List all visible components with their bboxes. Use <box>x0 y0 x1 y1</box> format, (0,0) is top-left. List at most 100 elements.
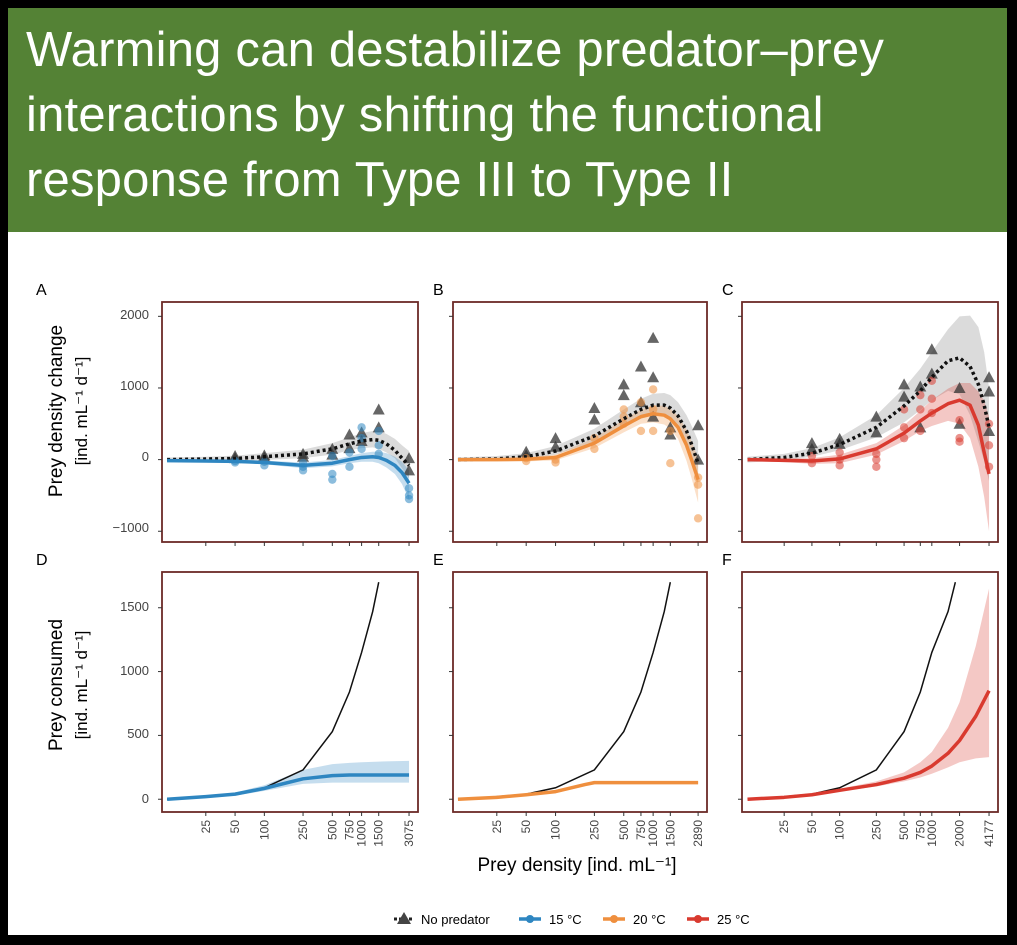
panel-c-series-point <box>872 462 881 471</box>
panel-d-xtick-label: 3075 <box>402 820 416 847</box>
panel-b-no-predator-point <box>588 413 601 425</box>
panel-f-xtick-label: 1000 <box>925 820 939 847</box>
panel-b-series-point <box>666 458 675 468</box>
panel-d-xtick-label: 50 <box>228 820 242 834</box>
top-y-tick-neg1000: −1000 <box>112 520 149 535</box>
panel-e-xtick-label: 25 <box>490 820 504 834</box>
top-y-axis-unit: [ind. mL⁻¹ d⁻¹] <box>72 357 91 466</box>
panel-f-xtick-label: 25 <box>777 820 791 834</box>
panel-c-series-point <box>927 394 937 403</box>
panel-a-no-predator-point <box>297 450 310 462</box>
panel-c-no-predator-point <box>983 371 996 383</box>
panel-a-series-point <box>328 451 337 461</box>
panel-a <box>158 301 419 546</box>
panel-a-series-band <box>167 451 410 500</box>
panel-b-no-predator-point <box>549 440 562 452</box>
panel-d-series-line <box>166 773 410 801</box>
panel-a-series-point <box>345 462 354 471</box>
top-y-tick-2000: 2000 <box>120 307 149 322</box>
panel-letter-f: F <box>722 552 732 569</box>
panel-a-series-point <box>404 484 414 493</box>
panel-a-series-point <box>404 494 414 504</box>
panel-c-series-point <box>984 441 994 450</box>
panel-b-series-point <box>551 458 560 467</box>
panel-a-series-point <box>374 426 383 436</box>
panel-c-series-point <box>899 405 909 414</box>
legend-20c-label: 20 °C <box>633 912 666 927</box>
panel-a-series-point <box>374 441 383 450</box>
panel-b <box>449 301 708 546</box>
panel-c-series-line <box>747 398 991 475</box>
panel-d-xtick-label: 1000 <box>355 820 369 847</box>
panel-c-series-band <box>747 382 990 532</box>
panel-a-series-line <box>167 454 411 485</box>
panel-a-no-predator-line <box>167 437 411 467</box>
panel-d-series-band <box>167 760 410 800</box>
panel-a-border <box>161 301 419 543</box>
legend-15c: 15 °C <box>519 912 582 927</box>
panel-b-no-predator-point <box>647 331 660 343</box>
panel-b-no-predator-point <box>647 410 660 422</box>
panel-b-no-predator-point <box>617 378 630 390</box>
top-y-axis-label: Prey density change <box>46 325 67 497</box>
banner-title: Warming can destabilize predator–prey in… <box>26 23 885 207</box>
panel-b-series-point <box>648 385 658 394</box>
panel-f-xtick-label: 250 <box>869 820 883 840</box>
legend-no-predator-marker <box>397 912 411 924</box>
panel-b-no-predator-point <box>692 419 705 431</box>
bottom-y-label-line2: [ind. mL⁻¹ d⁻¹] <box>72 631 91 740</box>
panel-b-series-point <box>636 398 646 407</box>
legend-25c: 25 °C <box>687 912 750 927</box>
panel-c-no-predator-line <box>747 355 991 462</box>
panel-f-xtick-label: 500 <box>897 820 911 840</box>
panel-b-series-point <box>648 426 658 436</box>
legend: No predator 15 °C 20 °C 25 °C <box>394 912 750 927</box>
legend-20c-marker <box>610 915 618 923</box>
panel-f-xtick-label: 50 <box>805 820 819 834</box>
panel-f-xtick-label: 100 <box>833 820 847 840</box>
panel-letter-d: D <box>36 552 48 569</box>
panel-e-xtick-label: 250 <box>587 820 601 840</box>
legend-25c-marker <box>694 915 702 923</box>
panel-d-xtick-label: 500 <box>325 820 339 840</box>
panel-d-xtick-label: 750 <box>342 820 356 840</box>
panel-c-no-predator-point <box>914 380 927 392</box>
bottom-y-tick-0: 0 <box>142 791 149 806</box>
panel-a-no-predator-point <box>372 403 385 415</box>
panel-c-no-predator-point <box>953 381 966 393</box>
bottom-y-axis-unit: [ind. mL⁻¹ d⁻¹] <box>72 631 91 740</box>
panel-c-series-point <box>835 461 844 470</box>
panel-c-no-predator-point <box>983 385 996 397</box>
legend-no-predator: No predator <box>394 912 490 927</box>
bottom-y-tick-1000: 1000 <box>120 663 149 678</box>
panel-f-xtick-label: 2000 <box>953 820 967 847</box>
legend-15c-marker <box>526 915 534 923</box>
panel-b-no-predator-point <box>588 402 601 414</box>
panel-e-series-line <box>457 780 699 801</box>
panel-c-series-point <box>916 426 925 436</box>
bottom-y-label-line1: Prey consumed <box>46 619 67 751</box>
title-banner: Warming can destabilize predator–prey in… <box>8 8 1007 232</box>
panel-b-no-predator-point <box>549 432 562 444</box>
panel-c-border <box>741 301 999 543</box>
panel-b-series-point <box>619 405 628 414</box>
panel-a-no-predator-point <box>355 426 368 438</box>
panel-c-series-point <box>955 416 964 425</box>
panel-c-no-predator-point <box>983 424 996 436</box>
panel-a-series-point <box>357 423 366 432</box>
bottom-y-tick-1500: 1500 <box>120 599 149 614</box>
panel-e-xtick-label: 100 <box>549 820 563 840</box>
panel-c-series-point <box>916 405 925 414</box>
legend-20c: 20 °C <box>603 912 666 927</box>
panel-d-xtick-label: 1500 <box>372 820 386 847</box>
panel-letter-e: E <box>433 552 444 569</box>
panel-a-series-point <box>357 444 366 454</box>
figure-svg: A B C D E F Prey density change [ind. mL… <box>36 282 999 927</box>
panel-e-xtick-label: 2890 <box>691 820 705 847</box>
panel-e-xtick-label: 1500 <box>663 820 677 847</box>
figure-frame: Warming can destabilize predator–prey in… <box>8 8 1007 935</box>
bottom-y-axis-label: Prey consumed <box>46 619 67 751</box>
